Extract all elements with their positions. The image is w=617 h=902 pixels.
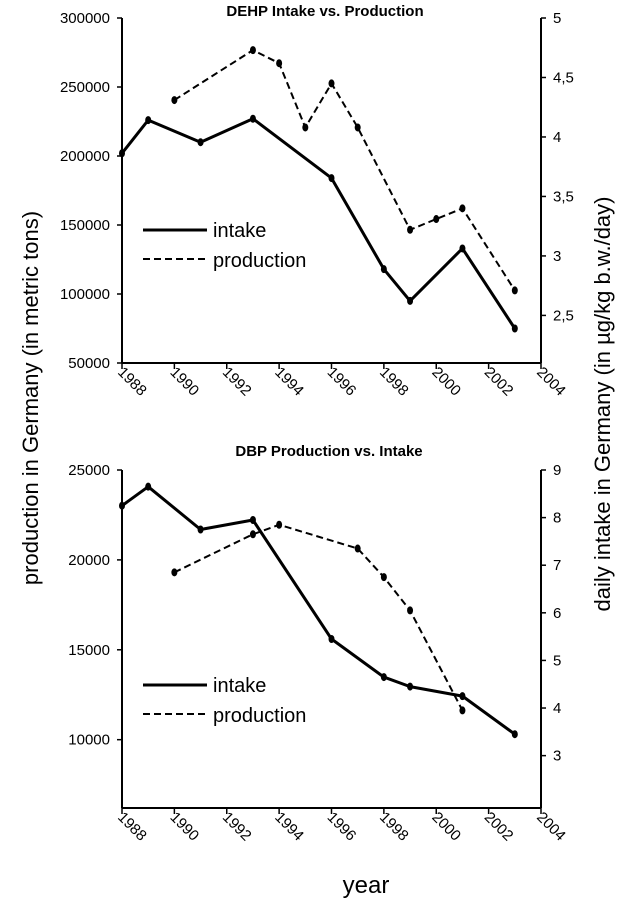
dehp-intake-point [380, 265, 387, 274]
dehp-intake-point [511, 324, 518, 333]
dehp-x-tick-label: 1996 [324, 364, 360, 400]
dbp-intake-point [380, 673, 387, 682]
dbp-y-right-tick-label: 9 [553, 462, 561, 479]
dehp-x-tick-label: 1994 [271, 364, 307, 400]
dehp-production-point [328, 79, 335, 88]
dbp-intake-point [511, 730, 518, 739]
dehp-y-left-tick-label: 300000 [60, 10, 110, 27]
dbp-intake-point [249, 515, 256, 524]
dbp-x-tick-label: 1992 [219, 809, 255, 845]
dbp-y-right-tick-label: 4 [553, 700, 561, 717]
dbp-y-left-tick-label: 25000 [68, 462, 110, 479]
dehp-y-right-tick-label: 4,5 [553, 69, 574, 86]
dbp-y-left-tick-label: 15000 [68, 642, 110, 659]
dbp-y-right-tick-label: 7 [553, 557, 561, 574]
dehp-production-point [276, 59, 283, 68]
dbp-production-point [459, 706, 466, 715]
dehp-production-point [249, 46, 256, 55]
dbp-x-tick-label: 1996 [324, 809, 360, 845]
dbp-x-tick-label: 1994 [271, 809, 307, 845]
dbp-x-tick-label: 2004 [533, 809, 569, 845]
dbp-intake-point [145, 482, 152, 491]
dehp-intake-point [407, 296, 414, 305]
dehp-panel: DEHP Intake vs. Production intake produc… [60, 3, 574, 399]
dehp-intake-point [119, 149, 125, 158]
dehp-x-tick-label: 2002 [481, 364, 517, 400]
legend-intake-label: intake [213, 220, 266, 242]
dbp-intake-point [328, 635, 335, 643]
dbp-production-point [380, 573, 387, 582]
y-right-axis-label: daily intake in Germany (in µg/kg b.w./d… [590, 197, 615, 612]
dehp-x-tick-label: 1992 [219, 364, 255, 400]
dehp-x-tick-label: 2000 [428, 364, 464, 400]
dehp-y-left-tick-label: 50000 [68, 355, 110, 372]
dbp-production-point [249, 530, 256, 539]
dehp-title: DEHP Intake vs. Production [226, 3, 423, 20]
dehp-y-right-tick-label: 4 [553, 129, 561, 146]
dehp-production-point [354, 123, 361, 132]
dbp-y-right-tick-label: 6 [553, 605, 561, 622]
dehp-intake-point [145, 116, 152, 125]
dehp-intake-point [197, 138, 204, 147]
dehp-intake-point [459, 244, 466, 253]
dehp-y-left-tick-label: 250000 [60, 79, 110, 96]
dehp-production-point [407, 225, 414, 234]
dehp-intake-point [249, 114, 256, 123]
dehp-production-point [459, 204, 466, 213]
dbp-intake-point [197, 525, 204, 534]
dehp-intake-series-line [120, 117, 517, 330]
dbp-production-point [407, 606, 414, 615]
dehp-production-point [171, 96, 178, 105]
dbp-intake-point [407, 682, 414, 691]
dbp-y-left-tick-label: 10000 [68, 732, 110, 749]
dehp-x-tick-label: 2004 [533, 364, 569, 400]
dehp-y-left-tick-label: 100000 [60, 286, 110, 303]
dbp-production-point [171, 568, 178, 577]
dehp-production-point [511, 286, 518, 295]
x-axis-label: year [343, 872, 390, 899]
dehp-production-series-line [173, 49, 516, 291]
dbp-title: DBP Production vs. Intake [235, 443, 422, 460]
dbp-intake-point [119, 501, 125, 510]
legend-production-label: production [213, 250, 306, 272]
dbp-panel: DBP Production vs. Intake intake product… [68, 443, 569, 844]
legend-intake-label: intake [213, 675, 266, 697]
dbp-y-left-tick-label: 20000 [68, 552, 110, 569]
dehp-y-right-tick-label: 3 [553, 248, 561, 265]
dehp-y-left-tick-label: 150000 [60, 217, 110, 234]
dehp-production-point [302, 123, 309, 132]
dbp-x-tick-label: 1998 [376, 809, 412, 845]
dbp-y-right-tick-label: 8 [553, 510, 561, 527]
dbp-intake-point [459, 692, 466, 701]
dehp-x-tick-label: 1988 [114, 364, 150, 400]
dbp-x-tick-label: 1988 [114, 809, 150, 845]
y-left-axis-label: production in Germany (in metric tons) [18, 211, 43, 585]
dehp-y-right-tick-label: 2,5 [553, 307, 574, 324]
dehp-intake-point [328, 174, 335, 183]
dbp-x-tick-label: 2000 [428, 809, 464, 845]
dehp-y-left-tick-label: 200000 [60, 148, 110, 165]
legend-production-label: production [213, 705, 306, 727]
dehp-production-point [433, 215, 440, 224]
dehp-x-tick-label: 1990 [167, 364, 203, 400]
dbp-production-point [276, 520, 283, 529]
dbp-x-tick-label: 1990 [167, 809, 203, 845]
dehp-y-right-tick-label: 3,5 [553, 188, 574, 205]
dbp-x-tick-label: 2002 [481, 809, 517, 845]
dbp-y-right-tick-label: 5 [553, 652, 561, 669]
dehp-x-tick-label: 1998 [376, 364, 412, 400]
dehp-y-right-tick-label: 5 [553, 10, 561, 27]
dbp-production-point [354, 544, 361, 553]
dbp-y-right-tick-label: 3 [553, 748, 561, 765]
